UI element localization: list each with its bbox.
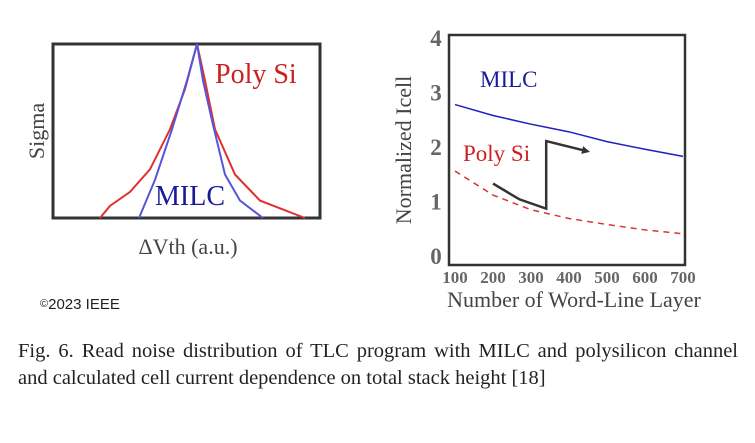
y-tick-label: 1	[430, 190, 442, 215]
legend-milc: MILC	[155, 181, 225, 212]
x-axis-label: ΔVth (a.u.)	[138, 234, 237, 259]
y-tick-label: 2	[430, 135, 442, 160]
x-tick-label: 500	[594, 268, 620, 287]
y-tick-label: 0	[430, 244, 442, 269]
x-tick-label: 700	[670, 268, 696, 287]
trend-arrow	[492, 139, 590, 211]
y-tick-label: 4	[430, 26, 442, 51]
legend-milc: MILC	[480, 67, 538, 92]
sigma-chart: Poly Si MILC ΔVth (a.u.) Sigma	[24, 42, 322, 259]
y-axis-label: Sigma	[24, 103, 49, 159]
legend-poly-si: Poly Si	[215, 59, 297, 90]
y-axis-label: Normalized Icell	[391, 76, 416, 224]
y-tick-label: 3	[430, 81, 442, 106]
x-tick-label: 400	[556, 268, 582, 287]
copyright-text: 2023 IEEE	[48, 296, 120, 313]
x-tick-label: 100	[442, 268, 468, 287]
x-tick-label: 200	[480, 268, 506, 287]
x-tick-label: 600	[632, 268, 658, 287]
figure-caption: Fig. 6. Read noise distribution of TLC p…	[18, 340, 738, 389]
plot-frame	[51, 42, 322, 220]
x-tick-label: 300	[518, 268, 544, 287]
copyright-symbol: ©	[40, 298, 49, 310]
legend-poly-si: Poly Si	[463, 141, 530, 166]
plot-frame	[447, 33, 687, 267]
x-axis-label: Number of Word-Line Layer	[447, 287, 701, 312]
copyright-notice: ©2023 IEEE	[40, 296, 120, 313]
series-line-milc	[454, 103, 684, 158]
series-line-milc	[138, 43, 264, 219]
series-line-poly-si	[454, 170, 684, 235]
